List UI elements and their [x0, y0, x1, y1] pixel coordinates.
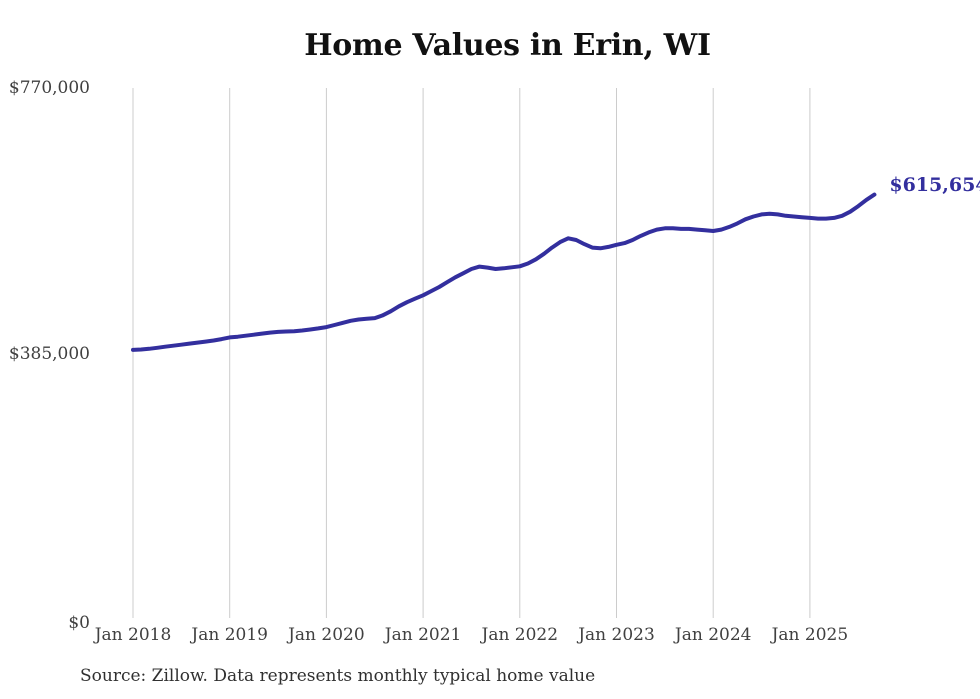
home-value-line: [131, 192, 877, 352]
y-axis-label: $385,000: [8, 344, 90, 364]
x-axis-label: Jan 2019: [191, 625, 268, 645]
x-axis-label: Jan 2018: [94, 625, 172, 645]
x-axis-label: Jan 2020: [288, 625, 365, 645]
x-axis-label: Jan 2024: [674, 625, 752, 645]
x-axis-label: Jan 2021: [384, 625, 462, 645]
y-axis-label: $0: [68, 613, 90, 633]
source-note: Source: Zillow. Data represents monthly …: [80, 666, 596, 686]
x-axis-label: Jan 2023: [578, 625, 655, 645]
x-axis-label: Jan 2022: [481, 625, 559, 645]
chart-title: Home Values in Erin, WI: [304, 28, 711, 63]
x-axis-label: Jan 2025: [771, 625, 849, 645]
latest-value-label: $615,654: [889, 173, 980, 196]
y-axis-label: $770,000: [8, 78, 90, 98]
